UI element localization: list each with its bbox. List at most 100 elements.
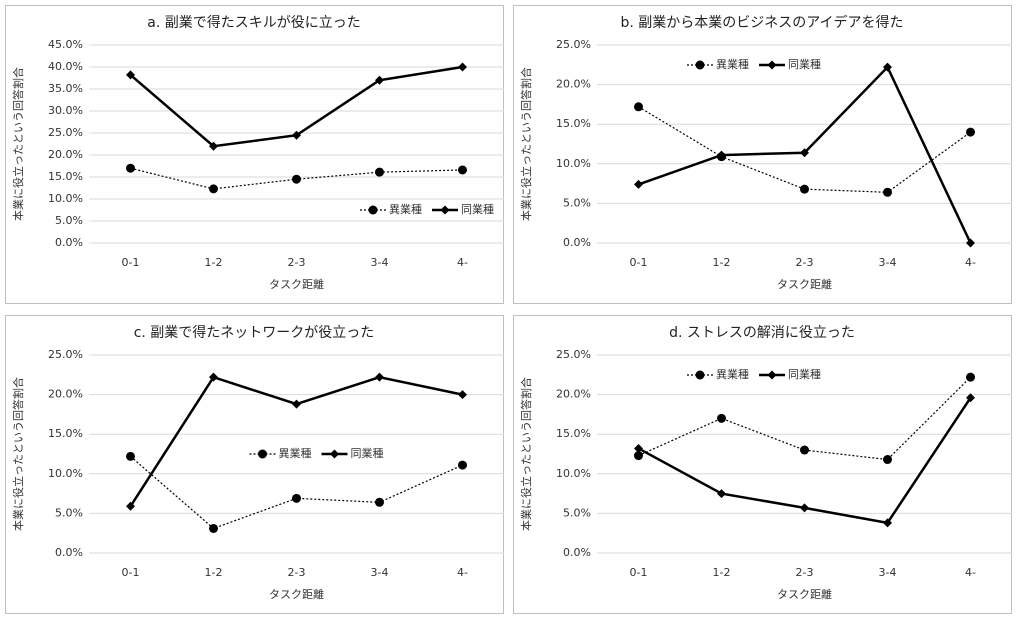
y-tick-label: 25.0% bbox=[556, 348, 591, 361]
point bbox=[375, 167, 384, 177]
x-axis-label: タスク距離 bbox=[269, 277, 324, 291]
point bbox=[458, 62, 467, 72]
y-axis-label: 本業に役立ったという回答割合 bbox=[11, 67, 25, 221]
point bbox=[126, 451, 135, 461]
x-tick-label: 1-2 bbox=[205, 566, 223, 579]
y-tick-label: 15.0% bbox=[556, 427, 591, 440]
legend-label: 同業種 bbox=[461, 202, 494, 216]
chart-title: c. 副業で得たネットワークが役立った bbox=[134, 324, 375, 341]
x-tick-label: 1-2 bbox=[205, 256, 223, 269]
point bbox=[800, 184, 809, 194]
y-tick-label: 25.0% bbox=[48, 126, 83, 139]
y-tick-label: 5.0% bbox=[563, 196, 591, 209]
point bbox=[883, 62, 892, 72]
chart-title: d. ストレスの解消に役立った bbox=[669, 325, 855, 341]
legend-label: 異業種 bbox=[716, 367, 749, 381]
y-tick-label: 40.0% bbox=[48, 60, 83, 73]
y-tick-label: 5.0% bbox=[563, 506, 591, 519]
y-axis-label: 本業に役立ったという回答割合 bbox=[519, 377, 533, 531]
legend-marker bbox=[258, 449, 267, 459]
point bbox=[800, 148, 809, 158]
x-tick-label: 0-1 bbox=[122, 256, 140, 269]
point bbox=[375, 372, 384, 382]
chart-panel: b. 副業から本業のビジネスのアイデアを得た 0.0% 5.0% 10.0% 15.0%… bbox=[513, 5, 1012, 304]
y-tick-label: 20.0% bbox=[556, 388, 591, 401]
chart-panel: c. 副業で得たネットワークが役立った 0.0% 5.0% 10.0% 15.0% 20.… bbox=[5, 315, 504, 614]
y-tick-label: 5.0% bbox=[55, 214, 83, 227]
y-axis-label: 本業に役立ったという回答割合 bbox=[11, 377, 25, 531]
x-tick-label: 0-1 bbox=[630, 256, 648, 269]
legend-marker bbox=[767, 60, 777, 70]
point bbox=[883, 518, 892, 528]
x-tick-label: 4- bbox=[457, 566, 468, 579]
point bbox=[126, 163, 135, 173]
x-tick-label: 0-1 bbox=[122, 566, 140, 579]
point bbox=[375, 75, 384, 85]
y-tick-label: 20.0% bbox=[48, 388, 83, 401]
point bbox=[634, 443, 643, 453]
y-tick-label: 25.0% bbox=[556, 38, 591, 51]
series-line bbox=[638, 376, 971, 461]
x-tick-label: 3-4 bbox=[371, 566, 389, 579]
x-tick-label: 1-2 bbox=[713, 566, 731, 579]
x-tick-label: 3-4 bbox=[879, 256, 897, 269]
point bbox=[458, 165, 467, 175]
x-tick-label: 2-3 bbox=[288, 256, 306, 269]
point bbox=[717, 413, 726, 423]
x-tick-label: 3-4 bbox=[371, 256, 389, 269]
y-tick-label: 0.0% bbox=[563, 546, 591, 559]
point bbox=[800, 503, 809, 513]
point bbox=[966, 238, 975, 248]
point bbox=[458, 390, 467, 400]
y-tick-label: 10.0% bbox=[556, 157, 591, 170]
y-tick-label: 10.0% bbox=[48, 467, 83, 480]
y-tick-label: 30.0% bbox=[48, 104, 83, 117]
x-tick-label: 4- bbox=[965, 566, 976, 579]
point bbox=[634, 451, 643, 461]
point bbox=[292, 399, 301, 409]
point bbox=[717, 150, 726, 160]
x-axis-label: タスク距離 bbox=[777, 587, 832, 601]
y-axis-label: 本業に役立ったという回答割合 bbox=[519, 67, 533, 221]
y-tick-label: 0.0% bbox=[563, 236, 591, 249]
legend-marker bbox=[440, 205, 450, 215]
x-tick-label: 4- bbox=[457, 256, 468, 269]
legend-marker bbox=[695, 370, 705, 380]
point bbox=[292, 174, 301, 184]
chart-title: a. 副業で得たスキルが役に立った bbox=[147, 14, 360, 31]
legend: 異業種 同業種 bbox=[687, 57, 821, 71]
y-tick-label: 10.0% bbox=[556, 467, 591, 480]
point bbox=[966, 127, 975, 137]
point bbox=[458, 460, 467, 470]
y-tick-label: 20.0% bbox=[48, 148, 83, 161]
x-tick-label: 2-3 bbox=[796, 256, 814, 269]
point bbox=[292, 130, 301, 140]
y-tick-label: 0.0% bbox=[55, 546, 83, 559]
point bbox=[292, 493, 301, 503]
y-tick-label: 0.0% bbox=[55, 236, 83, 249]
legend-marker bbox=[368, 205, 378, 215]
point bbox=[209, 141, 218, 151]
point bbox=[634, 179, 643, 189]
legend-label: 同業種 bbox=[788, 367, 821, 381]
point bbox=[375, 497, 384, 507]
y-tick-label: 15.0% bbox=[48, 427, 83, 440]
y-tick-label: 5.0% bbox=[55, 506, 83, 519]
x-tick-label: 2-3 bbox=[288, 566, 306, 579]
x-tick-label: 2-3 bbox=[796, 566, 814, 579]
chart-panel: a. 副業で得たスキルが役に立った 0.0% 5.0% 10.0% 15.0% 20.0%… bbox=[5, 5, 504, 304]
y-tick-label: 15.0% bbox=[48, 170, 83, 183]
point bbox=[209, 184, 218, 194]
legend: 異業種 同業種 bbox=[687, 367, 821, 381]
chart-panel: d. ストレスの解消に役立った 0.0% 5.0% 10.0% 15.0% 20.0% 25… bbox=[513, 315, 1012, 614]
point bbox=[126, 501, 135, 511]
legend-marker bbox=[767, 370, 777, 380]
legend: 異業種 同業種 bbox=[360, 202, 494, 216]
y-tick-label: 10.0% bbox=[48, 192, 83, 205]
point bbox=[800, 445, 809, 455]
x-tick-label: 4- bbox=[965, 256, 976, 269]
legend-label: 同業種 bbox=[351, 446, 384, 460]
point bbox=[966, 393, 975, 403]
y-tick-label: 35.0% bbox=[48, 82, 83, 95]
